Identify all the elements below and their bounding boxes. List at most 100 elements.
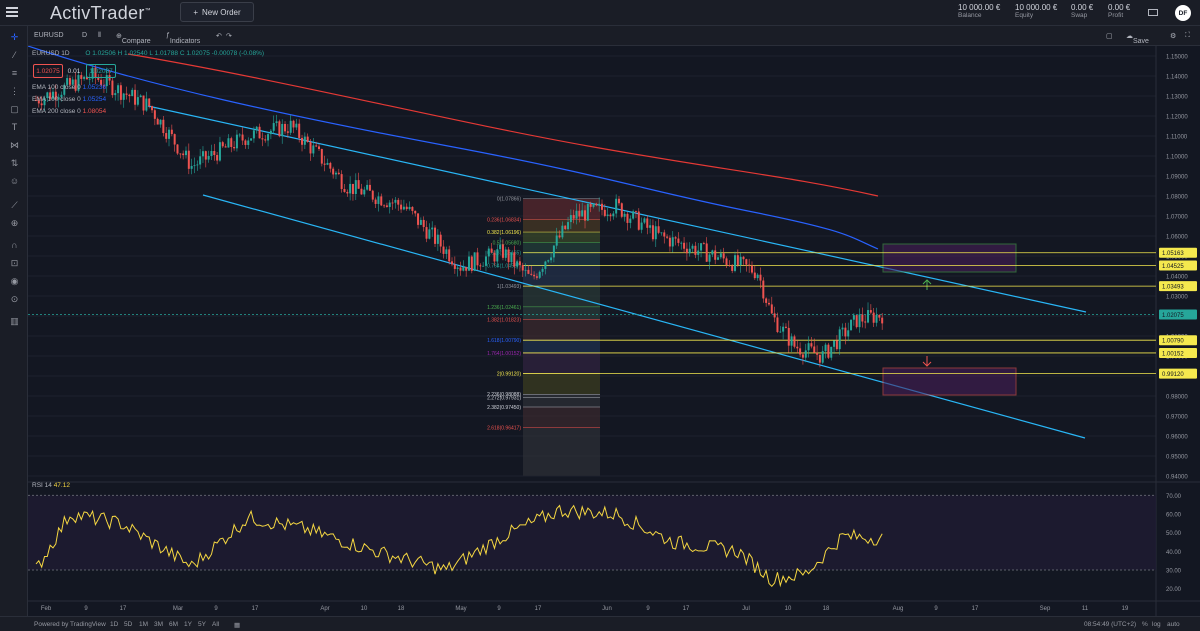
sell-button[interactable]: 1.02075 [33, 64, 63, 78]
candle-body [100, 79, 103, 86]
redo-icon[interactable]: ↷ [226, 33, 232, 40]
timeframe-1d[interactable]: 1D [110, 621, 119, 628]
candle-body [705, 243, 708, 262]
candle-body [790, 336, 793, 346]
candle-body [402, 206, 405, 210]
timeframe-5y[interactable]: 5Y [198, 621, 206, 628]
candle-body [156, 118, 159, 125]
candle-body [813, 346, 816, 353]
timeframe-1y[interactable]: 1Y [184, 621, 192, 628]
forecast-icon[interactable]: ⇅ [10, 158, 19, 168]
indicators-button[interactable]: ƒ Indicators [166, 32, 201, 45]
settings-gear-icon[interactable]: ⚙ [1170, 33, 1177, 40]
cloud-save-button[interactable]: ☁ Save [1126, 33, 1149, 45]
candle-body [787, 327, 790, 346]
hamburger-menu-icon[interactable] [6, 7, 18, 17]
auto-toggle[interactable]: auto [1167, 621, 1180, 628]
eye-icon[interactable]: ⊙ [10, 294, 19, 304]
pattern-icon[interactable]: ⋈ [10, 140, 19, 150]
crosshair-icon[interactable]: ✛ [10, 32, 19, 42]
candle-body [51, 91, 54, 99]
timeframe-all[interactable]: All [212, 621, 220, 628]
new-order-button[interactable]: + New Order [180, 2, 254, 22]
candle-body [85, 76, 88, 80]
chart-area[interactable]: 1.15000 1.14000 1.13000 1.12000 1.11000 1.100… [27, 45, 1200, 616]
timeframe-1m[interactable]: 1M [139, 621, 149, 628]
fib-tool-icon[interactable]: ⋮ [10, 86, 19, 96]
price-tick-label: 1.13000 [1166, 95, 1188, 101]
zoom-icon[interactable]: ⊕ [10, 218, 19, 228]
candle-body [411, 206, 414, 211]
candle-body [170, 129, 173, 135]
candle-body [187, 150, 190, 169]
percent-toggle[interactable]: % [1142, 621, 1148, 628]
candle-body [816, 352, 819, 355]
compare-button[interactable]: ⊕ Compare [116, 33, 151, 45]
time-tick-label: Jul [742, 606, 750, 612]
rectangle-icon[interactable]: ▢ [10, 104, 19, 114]
horizontal-lines-icon[interactable]: ≡ [11, 68, 18, 78]
candle-body [388, 202, 391, 207]
candle-body [383, 205, 386, 207]
candle-body [759, 274, 762, 281]
candle-body [448, 249, 451, 262]
fib-level-label: 0.5(1.05680) [493, 240, 522, 246]
candle-body [281, 123, 284, 137]
support-zone-box [882, 367, 1017, 396]
candle-body [360, 188, 363, 195]
candle-body [337, 172, 340, 175]
fullscreen-icon[interactable]: ▢ [1106, 33, 1113, 40]
candle-body [827, 344, 830, 358]
text-icon[interactable]: T [11, 122, 18, 132]
ruler-icon[interactable]: ⟋ [11, 200, 18, 210]
candle-body [54, 91, 57, 100]
log-toggle[interactable]: log [1152, 621, 1161, 628]
timeframe-3m[interactable]: 3M [154, 621, 164, 628]
mail-icon[interactable] [1148, 9, 1158, 16]
candle-body [315, 145, 318, 147]
timeframe-6m[interactable]: 6M [169, 621, 179, 628]
candle-body [572, 215, 575, 219]
symbol-search[interactable]: EURUSD [34, 32, 64, 39]
candle-body [425, 227, 428, 239]
fib-level-label: 2.272(0.97931) [487, 395, 521, 401]
candle-body [465, 266, 468, 271]
trend-line-icon[interactable]: ⁄ [13, 50, 16, 60]
fib-zone [523, 252, 600, 266]
candle-body [269, 130, 272, 135]
price-tag-label: 0.99120 [1162, 372, 1184, 378]
powered-by[interactable]: Powered by TradingView [34, 621, 106, 628]
undo-icon[interactable]: ↶ [216, 33, 222, 40]
avatar[interactable]: DF [1175, 5, 1191, 21]
time-tick-label: 19 [1122, 606, 1129, 612]
candle-body [581, 210, 584, 217]
timeframe-5d[interactable]: 5D [124, 621, 133, 628]
trash-icon[interactable]: ▥ [10, 316, 19, 326]
interval-select[interactable]: D [82, 32, 88, 39]
candle-body [162, 119, 165, 134]
fib-level-label: 0(1.07866) [497, 197, 522, 203]
buy-button[interactable]: 1.02087 [86, 64, 116, 78]
candle-body [620, 203, 623, 217]
bar-style-icon[interactable]: ⫴ [98, 32, 101, 39]
profit-stat[interactable]: 0.00 € Profit [1108, 3, 1131, 19]
candle-body [589, 203, 592, 207]
hide-icon[interactable]: ◉ [10, 276, 19, 286]
lock-icon[interactable]: ⊡ [10, 258, 19, 268]
magnet-icon[interactable]: ∩ [11, 240, 18, 250]
candle-body [677, 238, 680, 243]
emoji-icon[interactable]: ☺ [9, 176, 20, 186]
candle-body [535, 276, 538, 278]
candle-body [221, 142, 224, 147]
date-range-icon[interactable]: ▦ [234, 622, 241, 629]
candle-body [748, 264, 751, 266]
candle-body [445, 249, 448, 254]
expand-icon[interactable]: ⛶ [1185, 32, 1190, 39]
candle-body [603, 209, 606, 216]
price-chart-svg[interactable]: 1.15000 1.14000 1.13000 1.12000 1.11000 1.100… [27, 45, 1200, 616]
candle-body [496, 249, 499, 262]
candle-body [818, 354, 821, 363]
candle-body [629, 218, 632, 223]
candle-body [479, 265, 482, 267]
candle-body [238, 134, 241, 136]
